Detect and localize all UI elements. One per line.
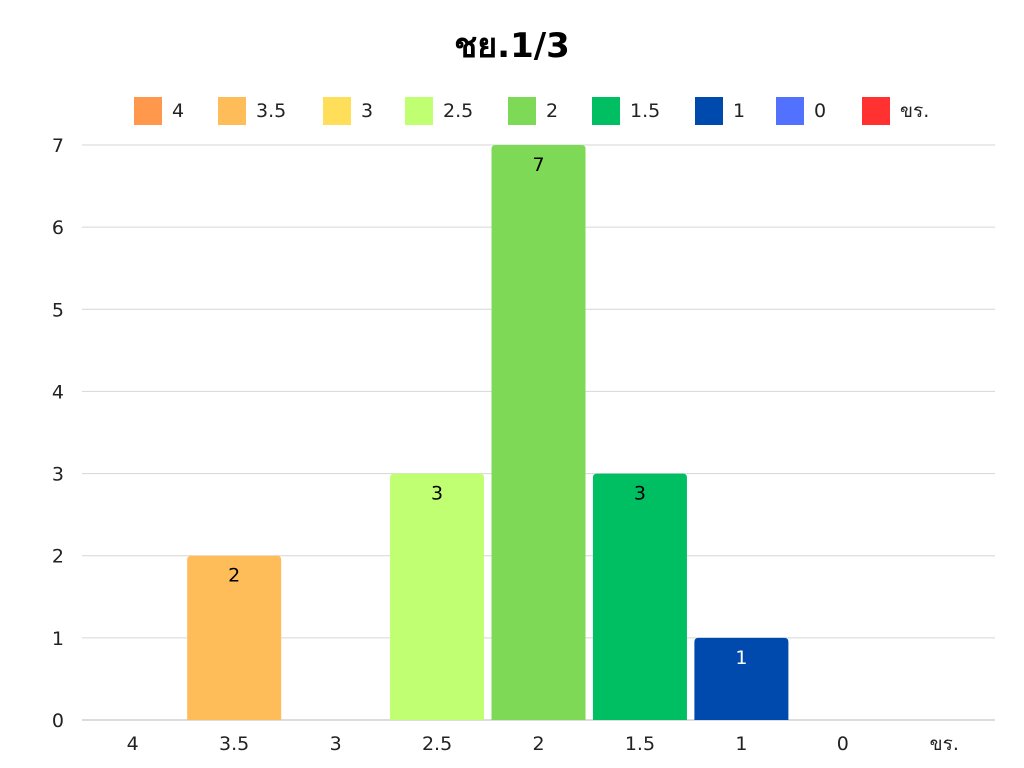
y-tick-label: 7	[52, 135, 64, 157]
legend-swatch	[405, 97, 433, 125]
x-tick-label: 2.5	[422, 733, 452, 755]
y-tick-label: 3	[52, 464, 64, 486]
legend-swatch	[862, 97, 890, 125]
legend-label: 4	[172, 100, 185, 122]
legend-swatch	[323, 97, 351, 125]
legend-label: 1	[733, 100, 746, 122]
legend-item: 2.5	[405, 95, 473, 127]
x-tick-label: 4	[127, 733, 139, 755]
bar-data-label: 1	[735, 647, 747, 669]
y-tick-label: 1	[52, 628, 64, 650]
bar-data-label: 7	[532, 154, 544, 176]
legend-item: 1.5	[592, 95, 660, 127]
x-tick-label: 3.5	[219, 733, 249, 755]
legend-swatch	[592, 97, 620, 125]
legend-swatch	[776, 97, 804, 125]
x-tick-label: 3	[330, 733, 342, 755]
x-tick-label: ขร.	[930, 733, 959, 755]
bar	[187, 555, 282, 720]
chart-legend: 4 3.5 3 2.5 2 1.5 1 0 ขร.	[0, 95, 1024, 127]
bar	[592, 473, 687, 720]
legend-item: 3.5	[218, 95, 286, 127]
y-tick-label: 2	[52, 546, 64, 568]
bar	[390, 473, 485, 720]
y-tick-label: 6	[52, 217, 64, 239]
legend-swatch	[134, 97, 162, 125]
legend-item: 1	[695, 95, 745, 127]
x-tick-label: 1.5	[625, 733, 655, 755]
bar-data-label: 2	[228, 565, 240, 587]
y-tick-label: 4	[52, 381, 64, 403]
y-tick-label: 0	[52, 710, 64, 732]
legend-swatch	[218, 97, 246, 125]
bar-data-label: 3	[634, 483, 646, 505]
legend-item: ขร.	[862, 95, 929, 127]
legend-item: 0	[776, 95, 826, 127]
bar-data-label: 3	[431, 483, 443, 505]
legend-label: 3.5	[256, 100, 287, 122]
legend-label: 2	[546, 100, 559, 122]
legend-label: 1.5	[630, 100, 661, 122]
x-tick-label: 2	[532, 733, 544, 755]
bar	[694, 637, 789, 720]
x-tick-label: 0	[837, 733, 849, 755]
legend-item: 3	[323, 95, 373, 127]
legend-label: 3	[361, 100, 374, 122]
legend-label: ขร.	[900, 100, 930, 122]
legend-label: 0	[814, 100, 827, 122]
legend-label: 2.5	[443, 100, 474, 122]
legend-item: 4	[134, 95, 184, 127]
y-tick-label: 5	[52, 299, 64, 321]
chart-title: ชย.1/3	[454, 26, 570, 66]
legend-swatch	[695, 97, 723, 125]
legend-swatch	[508, 97, 536, 125]
bar	[491, 145, 586, 720]
x-tick-label: 1	[735, 733, 747, 755]
legend-item: 2	[508, 95, 558, 127]
